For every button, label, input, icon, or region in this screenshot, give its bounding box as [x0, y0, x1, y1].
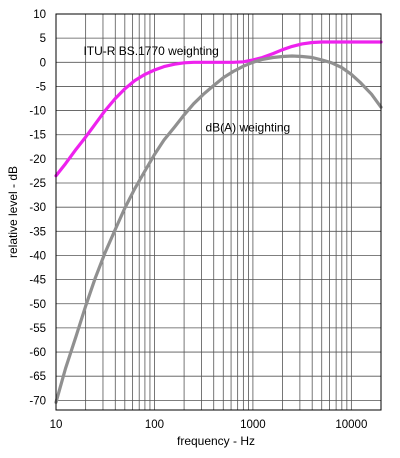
x-tick-label: 10	[50, 419, 63, 431]
y-tick-label: -70	[29, 395, 46, 407]
y-tick-label: -15	[29, 130, 46, 142]
annotation-label: dB(A) weighting	[206, 120, 291, 134]
y-tick-label: -40	[29, 250, 46, 262]
y-tick-label: -60	[29, 347, 46, 359]
y-tick-label: -45	[29, 275, 46, 287]
y-tick-label: -35	[29, 226, 46, 238]
x-tick-label: 100	[145, 419, 164, 431]
series-line-1	[54, 40, 383, 178]
y-tick-label: 0	[40, 57, 46, 69]
y-tick-label: -5	[36, 81, 46, 93]
y-axis-label: relative level - dB	[6, 166, 20, 258]
x-axis-label: frequency - Hz	[177, 434, 255, 448]
x-tick-labels: 10 100 1000 10000	[50, 419, 368, 431]
annotation-label: ITU-R BS.1770 weighting	[83, 44, 218, 58]
y-tick-label: 10	[33, 9, 46, 21]
y-tick-label: -30	[29, 202, 46, 214]
y-tick-labels: 10 5 0 -5 -10 -15 -20 -25 -30 -35 -40 -45 -50 -55 -60 -…	[29, 9, 46, 407]
plot-frame	[55, 13, 382, 411]
y-tick-label: -10	[29, 106, 46, 118]
y-tick-label: -20	[29, 154, 46, 166]
y-tick-label: -25	[29, 178, 46, 190]
series-line-2	[54, 54, 383, 404]
y-tick-label: -50	[29, 299, 46, 311]
grid	[55, 13, 382, 410]
series-group	[54, 40, 383, 404]
annotations: ITU-R BS.1770 weighting dB(A) weighting	[83, 44, 290, 134]
y-tick-label: -65	[29, 371, 46, 383]
x-tick-label: 1000	[240, 419, 266, 431]
x-tick-label: 10000	[335, 419, 367, 431]
y-tick-label: 5	[40, 33, 46, 45]
y-tick-label: -55	[29, 323, 46, 335]
